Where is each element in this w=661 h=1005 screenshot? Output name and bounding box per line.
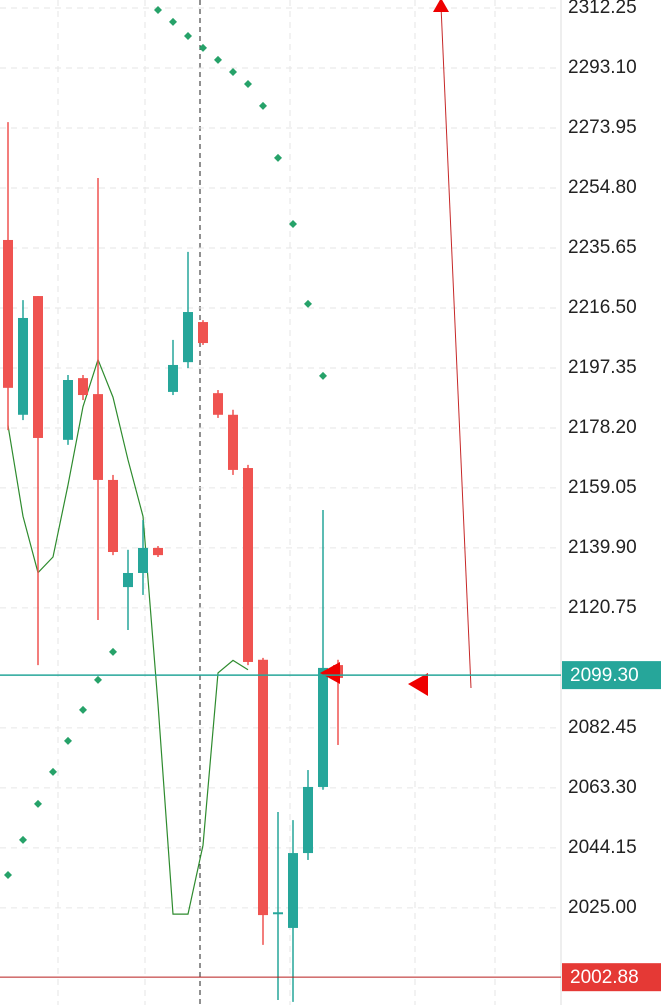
last-price-tag — [562, 661, 661, 690]
last-price-label: 2099.30 — [570, 665, 639, 686]
sar-dot — [109, 647, 117, 656]
sar-dot — [199, 43, 207, 52]
candle-body — [63, 380, 73, 440]
sar-dot — [94, 675, 102, 684]
y-tick-label: 2293.10 — [568, 57, 637, 78]
y-tick-label: 2178.20 — [568, 417, 637, 438]
sar-dot — [274, 153, 282, 162]
candle-body — [18, 317, 28, 415]
candle-body — [258, 659, 268, 916]
candle-body — [288, 853, 298, 928]
y-tick-label: 2273.95 — [568, 117, 637, 138]
sar-dot — [214, 55, 222, 64]
candle-body — [213, 393, 223, 415]
candle-body — [183, 312, 193, 363]
sar-dot — [319, 371, 327, 380]
y-tick-label: 2312.25 — [568, 0, 637, 18]
sar-dot — [4, 870, 12, 879]
y-tick-label: 2082.45 — [568, 717, 637, 738]
y-tick-label: 2159.05 — [568, 477, 637, 498]
sar-dot — [169, 17, 177, 26]
sar-dot — [304, 299, 312, 308]
candle-body — [168, 364, 178, 392]
y-tick-label: 2044.15 — [568, 837, 637, 858]
y-tick-label: 2025.00 — [568, 897, 637, 918]
candle-body — [93, 394, 103, 480]
signal-line — [440, 5, 472, 689]
candle-body — [303, 786, 313, 854]
low-label: 2002.88 — [570, 967, 639, 988]
candle-body — [198, 322, 208, 344]
candle-body — [138, 547, 148, 573]
candle-body — [123, 572, 133, 588]
candle-body — [78, 378, 88, 396]
sar-dot — [19, 835, 27, 844]
signal-arrow — [320, 662, 340, 684]
y-tick-label: 2063.30 — [568, 777, 637, 798]
y-tick-label: 2254.80 — [568, 177, 637, 198]
sar-dot — [154, 6, 162, 15]
candle-body — [273, 912, 283, 915]
signal-arrow — [408, 673, 428, 696]
y-tick-label: 2197.35 — [568, 357, 637, 378]
y-tick-label: 2235.65 — [568, 237, 637, 258]
y-tick-label: 2139.90 — [568, 537, 637, 558]
signal-arrow — [433, 0, 449, 12]
sar-dot — [289, 219, 297, 228]
sar-dot — [64, 736, 72, 745]
candle-body — [243, 468, 253, 662]
sar-dot — [184, 32, 192, 41]
candle-body — [153, 547, 163, 556]
candle-body — [3, 239, 13, 388]
sar-dot — [34, 799, 42, 808]
sar-dot — [79, 705, 87, 714]
candle-body — [318, 667, 328, 787]
candle-body — [108, 479, 118, 552]
sar-dot — [244, 79, 252, 88]
candle-body — [33, 296, 43, 438]
sar-dot — [49, 767, 57, 776]
sar-dot — [229, 68, 237, 77]
y-tick-label: 2120.75 — [568, 597, 637, 618]
low-tag — [562, 963, 661, 992]
vertical-grid — [57, 0, 496, 1005]
y-tick-label: 2216.50 — [568, 297, 637, 318]
candle-body — [228, 414, 238, 470]
indicator-line — [7, 357, 249, 915]
sar-dot — [259, 101, 267, 110]
